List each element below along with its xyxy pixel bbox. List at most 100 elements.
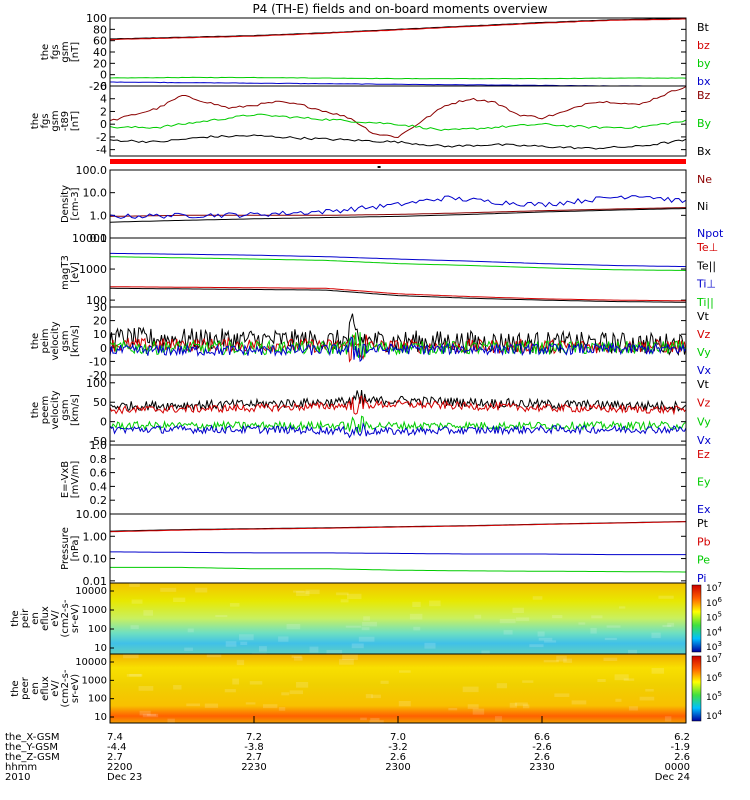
- colorbar-exponent: 3: [717, 640, 721, 648]
- spectrogram-cell: [516, 617, 530, 622]
- spectrogram-cell: [358, 636, 375, 642]
- spectrogram-cell: [369, 720, 384, 725]
- y-tick-label: 10000: [75, 586, 107, 597]
- y-axis-label: Density[cm-3]: [60, 185, 81, 223]
- spectrogram: [110, 583, 686, 654]
- legend-label: Pi: [697, 572, 706, 585]
- y-tick-label: 100: [86, 377, 107, 390]
- y-axis-label-line: the: [30, 333, 41, 349]
- y-tick-label: -10: [89, 355, 107, 368]
- spectrogram-cell: [123, 654, 139, 659]
- y-tick-label: 40: [93, 46, 107, 59]
- y-tick-label: 10: [94, 712, 107, 723]
- x-tick-value: 2.6: [390, 752, 406, 763]
- series-line: [110, 551, 686, 556]
- spectrogram-cell: [590, 627, 597, 634]
- x-tick-value: -3.8: [244, 742, 264, 753]
- y-axis-label-line: (cm2-s-: [60, 669, 71, 707]
- spectrogram-cell: [522, 704, 530, 709]
- spectrogram-cell: [160, 587, 177, 592]
- series-line: [109, 415, 687, 434]
- y-axis-label-line: (cm2-s-: [60, 599, 71, 637]
- y-axis-label: thepeirenefluxeV/(cm2-s-sr-eV): [10, 599, 81, 637]
- spectrogram-cell: [262, 704, 278, 709]
- legend-label: Bt: [697, 21, 710, 34]
- series-line: [109, 76, 687, 80]
- spectrogram-cell: [529, 644, 544, 648]
- spectrogram-cell: [360, 717, 367, 721]
- colorbar-label: 105: [706, 611, 722, 624]
- legend-label: Ne: [697, 173, 712, 186]
- spectrogram-cell: [278, 636, 289, 642]
- y-axis-label-line: sr-eV): [70, 604, 81, 633]
- y-axis-label-line: magT3: [60, 255, 71, 290]
- spectrogram-cell: [556, 655, 567, 662]
- panel-frame: [109, 85, 687, 157]
- y-axis-label-line: -t89: [60, 111, 71, 131]
- spectrogram-cell: [563, 658, 573, 663]
- x-tick-value: 7.4: [107, 732, 123, 743]
- spectrogram-cell: [552, 615, 563, 619]
- x-tick-value: 2300: [385, 762, 410, 773]
- legend-label: Vt: [697, 310, 710, 323]
- legend-label: Pe: [697, 554, 710, 567]
- x-tick-value: 2.6: [674, 752, 690, 763]
- y-axis-label-line: E=-VxB: [60, 461, 71, 498]
- legend-label: bz: [697, 39, 710, 52]
- y-tick-label: 1.0: [90, 439, 108, 452]
- x-tick-value: 6.6: [534, 732, 550, 743]
- y-axis-label-line: the: [10, 610, 21, 626]
- spectrogram: [110, 654, 686, 723]
- y-tick-label: 10: [94, 643, 107, 654]
- spectrogram-cell: [131, 599, 143, 604]
- spectrogram-cell: [286, 623, 301, 630]
- y-tick-label: -4: [96, 144, 107, 157]
- spectrogram-cell: [429, 600, 441, 607]
- spectrogram-cell: [365, 694, 373, 699]
- panel-10: 107 106 105 104 10000 1000 100 10 thepeereneflux…: [10, 652, 722, 727]
- spectrogram-cell: [281, 692, 290, 696]
- spectrogram-cell: [639, 696, 655, 701]
- spectrogram-cell: [143, 610, 154, 616]
- y-tick-label: 10000: [72, 232, 107, 245]
- y-axis-label-line: [cm-3]: [70, 187, 81, 220]
- spectrogram-cell: [126, 674, 142, 677]
- series-line: [109, 134, 687, 150]
- x-row-label: the_Y-GSM: [5, 742, 58, 753]
- series-line: [109, 422, 687, 439]
- y-tick-label: 1000: [79, 263, 107, 276]
- colorbar-exponent: 7: [717, 581, 721, 589]
- spectrogram-cell: [628, 649, 638, 654]
- x-tick-value: 2230: [241, 762, 266, 773]
- y-axis-label-line: peem: [40, 396, 51, 424]
- legend-label: Vy: [697, 415, 711, 428]
- x-tick-value: -3.2: [388, 742, 408, 753]
- spectrogram-cell: [340, 599, 349, 603]
- y-axis-label-line: velocity: [50, 390, 61, 429]
- x-tick-value: 6.2: [674, 732, 690, 743]
- spectrogram-cell: [225, 641, 237, 647]
- y-axis-label-line: [km/s]: [70, 325, 81, 357]
- series-line: [110, 566, 686, 573]
- y-axis-label-line: sr-eV): [70, 674, 81, 703]
- legend-label: Pt: [697, 517, 709, 530]
- spectrogram-cell: [370, 717, 380, 721]
- spectrogram-cell: [380, 680, 389, 684]
- y-tick-label: 100: [86, 12, 107, 25]
- y-tick-label: 50: [93, 396, 107, 409]
- x-tick-value: -1.9: [670, 742, 690, 753]
- spectrogram-cell: [597, 679, 606, 683]
- spectrogram-cell: [347, 593, 362, 600]
- x-tick-value: 2330: [529, 762, 554, 773]
- spectrogram-cell: [142, 713, 159, 718]
- y-tick-label: 0: [100, 69, 107, 82]
- series-line: [109, 195, 687, 219]
- legend-label: Ey: [697, 476, 711, 489]
- spectrogram-cell: [554, 693, 570, 697]
- colorbar-label: 107: [706, 652, 722, 665]
- y-tick-label: 10000: [75, 657, 107, 668]
- x-tick-value: Dec 24: [655, 772, 690, 783]
